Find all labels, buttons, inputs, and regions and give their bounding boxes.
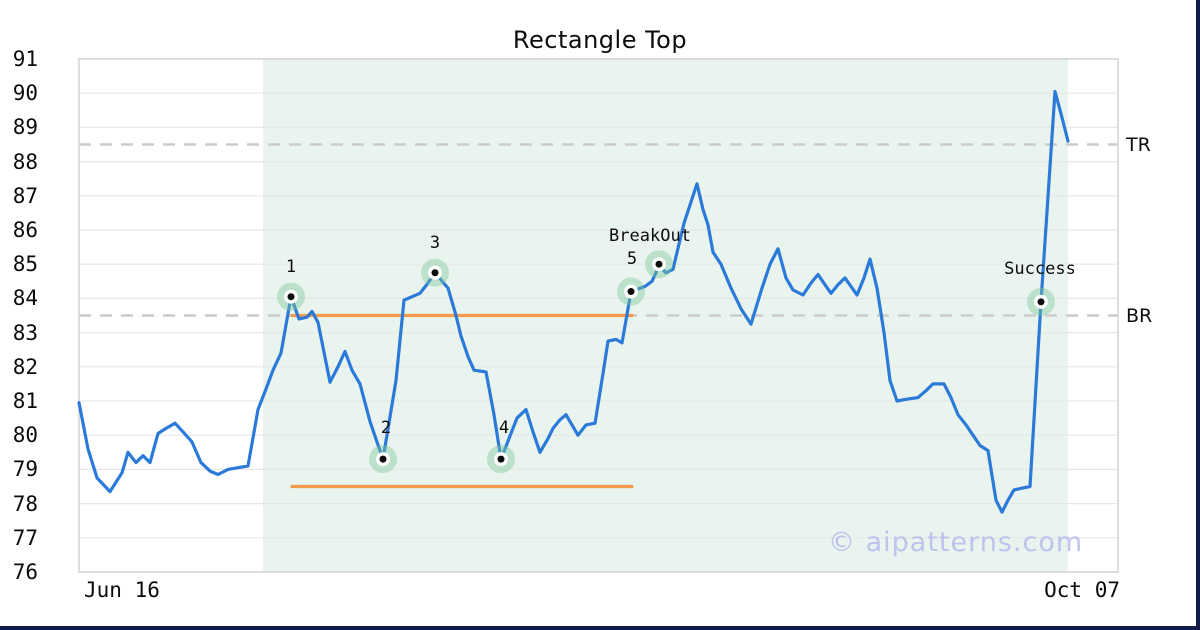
annotation-label-5: 5 xyxy=(626,248,638,269)
marker-3-dot xyxy=(431,269,439,277)
plot-border xyxy=(78,58,1119,573)
annotation-label-success: Success xyxy=(1004,258,1076,279)
marker-1-dot xyxy=(287,293,295,301)
annotation-label-breakout: BreakOut xyxy=(609,226,691,247)
x-axis-start-label: Jun 16 xyxy=(84,578,160,602)
y-tick-label-82: 82 xyxy=(12,354,38,379)
level-label-br: BR xyxy=(1126,304,1153,327)
marker-5-dot xyxy=(627,288,635,296)
chart-title: Rectangle Top xyxy=(512,26,688,54)
frame-right-edge xyxy=(1196,0,1200,630)
y-tick-label-89: 89 xyxy=(12,115,38,140)
y-tick-label-78: 78 xyxy=(12,491,38,516)
y-tick-label-79: 79 xyxy=(12,457,38,482)
y-tick-label-90: 90 xyxy=(12,81,38,106)
annotation-label-4: 4 xyxy=(498,418,510,439)
watermark: © aipatterns.com xyxy=(828,527,1084,558)
y-tick-label-86: 86 xyxy=(12,218,38,242)
marker-4-dot xyxy=(497,455,505,463)
y-tick-label-87: 87 xyxy=(12,183,38,208)
y-tick-label-76: 76 xyxy=(12,560,38,584)
annotation-label-1: 1 xyxy=(285,256,297,277)
marker-2-dot xyxy=(379,455,387,463)
frame-bottom-edge xyxy=(0,626,1200,630)
level-label-tr: TR xyxy=(1126,133,1151,156)
y-tick-label-81: 81 xyxy=(12,389,38,413)
annotation-label-3: 3 xyxy=(429,232,441,253)
y-tick-label-83: 83 xyxy=(12,320,38,345)
marker-breakout-dot xyxy=(655,260,663,268)
price-line xyxy=(77,89,1070,514)
y-tick-label-88: 88 xyxy=(12,149,38,174)
y-tick-label-77: 77 xyxy=(12,525,38,550)
y-tick-label-91: 91 xyxy=(12,47,38,71)
y-tick-label-85: 85 xyxy=(12,252,38,277)
marker-success-dot xyxy=(1037,298,1045,306)
annotation-label-2: 2 xyxy=(380,418,392,439)
y-tick-label-80: 80 xyxy=(12,423,38,448)
y-tick-label-84: 84 xyxy=(12,286,38,311)
x-axis-end-label: Oct 07 xyxy=(1044,578,1120,602)
